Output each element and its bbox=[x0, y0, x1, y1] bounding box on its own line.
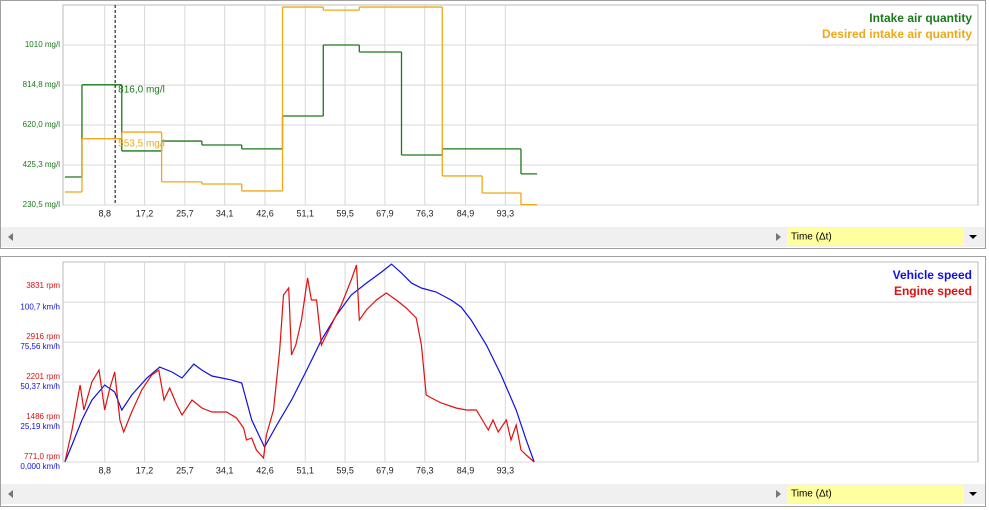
x-tick-label: 67,9 bbox=[376, 465, 394, 475]
x-tick-label: 25,7 bbox=[176, 465, 194, 475]
x-tick-label: 42,6 bbox=[256, 465, 274, 475]
x-tick-label: 34,1 bbox=[216, 208, 234, 218]
x-tick-label: 17,2 bbox=[136, 465, 154, 475]
y-tick-label: 100,7 km/h bbox=[20, 302, 60, 311]
x-tick-label: 67,9 bbox=[376, 208, 394, 218]
y-tick-label: 620,0 mg/l bbox=[23, 120, 61, 129]
x-tick-label: 42,6 bbox=[256, 208, 274, 218]
cursor-value-label: 553,5 mg/l bbox=[118, 138, 165, 149]
scroll-right[interactable] bbox=[776, 490, 781, 498]
y-tick-label: 1010 mg/l bbox=[25, 40, 60, 49]
x-axis-label: Time (Δt) bbox=[791, 232, 832, 243]
dropdown-arrow[interactable] bbox=[969, 492, 977, 496]
y-tick-label: 25,19 km/h bbox=[20, 422, 60, 431]
x-tick-label: 51,1 bbox=[296, 208, 314, 218]
y2-tick-label: 3831 rpm bbox=[26, 281, 60, 290]
scroll-left[interactable] bbox=[8, 490, 13, 498]
x-tick-label: 59,5 bbox=[336, 465, 354, 475]
series-line bbox=[64, 263, 535, 463]
y-tick-label: 425,3 mg/l bbox=[23, 160, 61, 169]
x-axis-label: Time (Δt) bbox=[791, 489, 832, 500]
y-tick-label: 75,56 km/h bbox=[20, 342, 60, 351]
scrollbar[interactable] bbox=[1, 484, 985, 504]
x-tick-label: 25,7 bbox=[176, 208, 194, 218]
y-tick-label: 50,37 km/h bbox=[20, 382, 60, 391]
plot-area bbox=[62, 261, 979, 463]
x-axis-selector[interactable] bbox=[787, 228, 964, 246]
y-tick-label: 814,8 mg/l bbox=[23, 80, 61, 89]
series-line bbox=[64, 264, 535, 463]
y2-tick-label: 1486 rpm bbox=[26, 412, 60, 421]
x-tick-label: 76,3 bbox=[416, 465, 434, 475]
x-tick-label: 34,1 bbox=[216, 465, 234, 475]
scroll-left[interactable] bbox=[8, 233, 13, 241]
y-tick-label: 0,000 km/h bbox=[20, 462, 60, 471]
x-axis-selector[interactable] bbox=[787, 485, 964, 503]
x-tick-label: 93,3 bbox=[497, 208, 515, 218]
legend-entry: Vehicle speed bbox=[893, 268, 972, 282]
scroll-right[interactable] bbox=[776, 233, 781, 241]
y2-tick-label: 2201 rpm bbox=[26, 372, 60, 381]
x-tick-label: 84,9 bbox=[457, 465, 475, 475]
dropdown-arrow[interactable] bbox=[969, 235, 977, 239]
x-tick-label: 59,5 bbox=[336, 208, 354, 218]
x-tick-label: 84,9 bbox=[457, 208, 475, 218]
legend-entry: Engine speed bbox=[894, 284, 972, 298]
x-tick-label: 76,3 bbox=[416, 208, 434, 218]
y2-tick-label: 771,0 rpm bbox=[24, 452, 60, 461]
x-tick-label: 93,3 bbox=[497, 465, 515, 475]
y2-tick-label: 2916 rpm bbox=[26, 332, 60, 341]
x-tick-label: 8,8 bbox=[98, 208, 111, 218]
scrollbar[interactable] bbox=[1, 227, 985, 247]
cursor-value-label: 816,0 mg/l bbox=[118, 84, 165, 95]
legend-entry: Intake air quantity bbox=[869, 11, 972, 25]
x-tick-label: 8,8 bbox=[98, 465, 111, 475]
x-tick-label: 17,2 bbox=[136, 208, 154, 218]
y-tick-label: 230,5 mg/l bbox=[23, 200, 61, 209]
x-tick-label: 51,1 bbox=[296, 465, 314, 475]
legend-entry: Desired intake air quantity bbox=[822, 27, 972, 41]
